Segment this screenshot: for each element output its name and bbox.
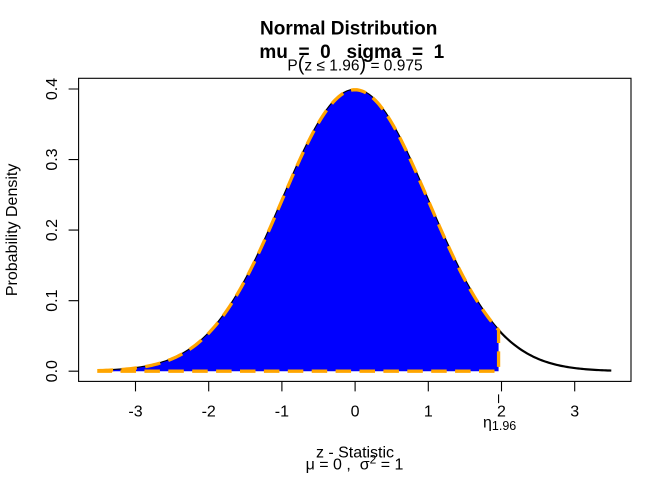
svg-text:0.0: 0.0 [44,360,61,382]
svg-text:P(z ≤ 1.96) = 0.975: P(z ≤ 1.96) = 0.975 [287,53,422,75]
svg-text:0.1: 0.1 [44,289,61,311]
svg-text:η1.96: η1.96 [483,415,516,434]
svg-text:mu = 0 sigma = 1: mu = 0 sigma = 1 [259,42,444,63]
svg-text:Normal Distribution: Normal Distribution [260,19,437,40]
svg-text:0.3: 0.3 [44,148,61,170]
svg-text:-3: -3 [128,404,142,421]
svg-text:-2: -2 [202,404,216,421]
svg-text:0: 0 [351,404,360,421]
svg-text:z - Statistic: z - Statistic [316,444,394,461]
svg-text:-1: -1 [275,404,289,421]
svg-text:3: 3 [570,404,579,421]
svg-text:0.4: 0.4 [44,78,61,100]
svg-text:0.2: 0.2 [44,219,61,241]
svg-text:1: 1 [424,404,433,421]
svg-text:2: 2 [497,404,506,421]
svg-text:μ = 0 , σ2 = 1: μ = 0 , σ2 = 1 [306,453,404,474]
svg-text:Probability Density: Probability Density [4,164,21,297]
